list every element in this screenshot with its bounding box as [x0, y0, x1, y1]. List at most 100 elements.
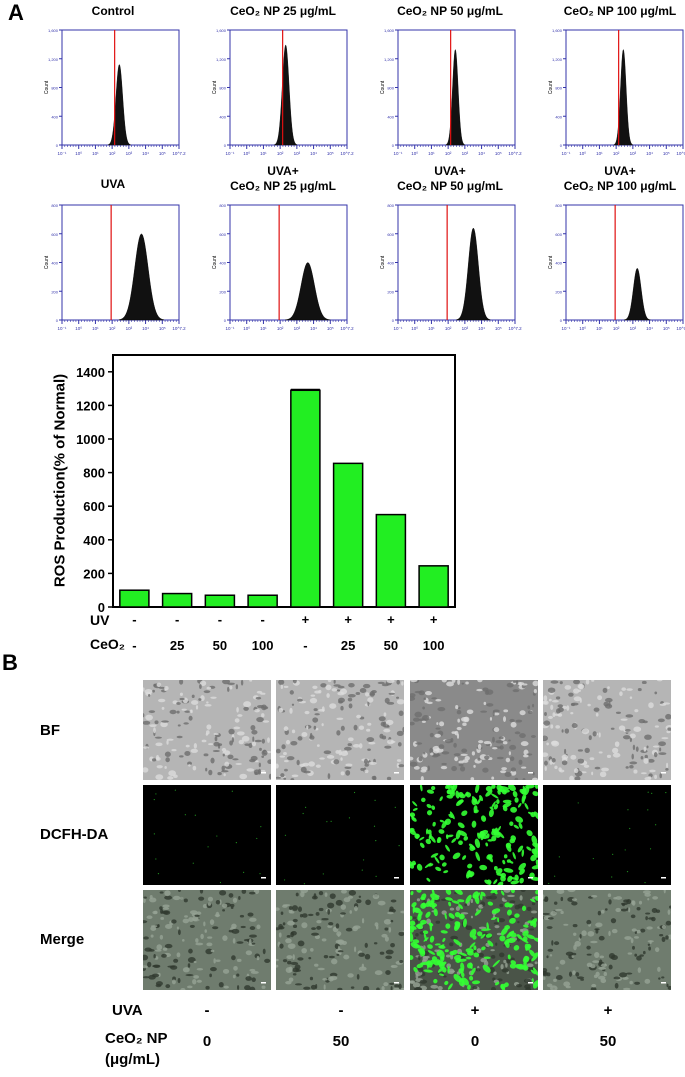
x-tick-label: 10⁴: [646, 326, 653, 331]
y-tick-label: 0: [392, 143, 395, 148]
uv-cond-6: +: [387, 612, 395, 627]
y-tick-label: 0: [560, 318, 563, 323]
uv-cond-4: +: [301, 612, 310, 627]
y-tick-label: 400: [51, 261, 58, 266]
histogram-peak: [118, 233, 165, 321]
y-tick-label: 0: [56, 143, 59, 148]
flow-title-6: UVA+ CeO₂ NP 50 μg/mL: [370, 164, 530, 194]
x-tick-label: 10⁵: [159, 326, 166, 331]
y-tick-label: 200: [555, 289, 562, 294]
x-tick-label: 10⁵: [495, 326, 502, 331]
flow-title-2: CeO₂ NP 50 μg/mL: [370, 4, 530, 19]
y-tick-label: 0: [224, 143, 227, 148]
x-tick-label: 10⁵: [663, 326, 670, 331]
y-tick-label: 800: [219, 203, 226, 208]
y-tick-label: 1,200: [216, 57, 227, 62]
x-tick-label: 10⁻¹: [394, 151, 403, 156]
histogram-peak: [613, 48, 633, 146]
y-tick-label: 1,600: [384, 28, 395, 33]
flow-histogram-2: 1,600 1,200 800 400 0 Count 10⁻¹ 10⁰ 10¹ 10² 10³ 10…: [380, 28, 522, 156]
x-tick-label: 10⁵: [327, 326, 334, 331]
flow-title-line1: CeO₂ NP 50 μg/mL: [397, 4, 503, 18]
ceo2-cond-b-3: 50: [599, 1033, 617, 1050]
x-tick-label: 10⁴: [478, 326, 485, 331]
y-tick-label: 1000: [76, 432, 105, 447]
flow-title-4: UVA: [33, 177, 193, 192]
x-tick-label: 10⁴: [142, 326, 149, 331]
flow-title-line2: CeO₂ NP 50 μg/mL: [397, 179, 503, 193]
flow-title-line1: UVA+: [267, 164, 299, 178]
flow-title-0: Control: [33, 4, 193, 19]
flow-title-line1: CeO₂ NP 100 μg/mL: [563, 4, 677, 18]
y-tick-label: 1,200: [48, 57, 59, 62]
y-tick-label: 800: [555, 86, 562, 91]
y-tick-label: 800: [83, 466, 105, 481]
y-tick-label: 0: [56, 318, 59, 323]
bar-5: [332, 462, 364, 608]
x-tick-label: 10^7.2: [340, 151, 354, 156]
ceo2-cond-0: -: [132, 638, 137, 653]
flow-title-line1: UVA+: [434, 164, 466, 178]
x-tick-label: 10⁴: [142, 151, 149, 156]
x-tick-label: 10²: [109, 151, 116, 156]
x-tick-label: 10⁰: [75, 326, 82, 331]
x-tick-label: 10⁵: [495, 151, 502, 156]
uv-cond-5: +: [344, 612, 352, 627]
ceo2-cond-1: 25: [169, 638, 185, 653]
flow-title-line1: Control: [91, 4, 135, 18]
x-tick-label: 10¹: [428, 151, 435, 156]
ceo2-cond-b-1: 50: [332, 1033, 350, 1050]
uva-cond-1: -: [338, 1002, 344, 1019]
x-tick-label: 10⁰: [243, 151, 250, 156]
flow-title-line1: UVA+: [604, 164, 636, 178]
x-tick-label: 10⁴: [310, 326, 317, 331]
x-tick-label: 10¹: [428, 326, 435, 331]
flow-title-line1: CeO₂ NP 25 μg/mL: [230, 4, 336, 18]
histogram-peak: [445, 48, 465, 146]
y-tick-label: 1,200: [552, 57, 563, 62]
y-tick-label: 0: [392, 318, 395, 323]
y-axis-label: Count: [44, 255, 50, 269]
ceo2-cond-b-0: 0: [202, 1033, 212, 1050]
x-tick-label: 10⁻¹: [562, 326, 571, 331]
x-tick-label: 10²: [613, 326, 620, 331]
x-tick-label: 10³: [294, 326, 301, 331]
flow-histogram-7: 800 600 400 200 0 Count 10⁻¹ 10⁰ 10¹ 10² 10³ 10⁴ 10⁵…: [548, 203, 685, 331]
uv-cond-0: -: [132, 612, 137, 627]
y-tick-label: 400: [555, 261, 562, 266]
histogram-peak: [456, 227, 491, 321]
micrograph-merge-1: [276, 890, 404, 990]
ceo2-cond-4: -: [303, 638, 308, 653]
x-tick-label: 10^7.2: [676, 151, 685, 156]
micrograph-merge-3: [543, 890, 671, 990]
x-tick-label: 10⁰: [75, 151, 82, 156]
x-tick-label: 10³: [630, 326, 637, 331]
y-tick-label: 600: [387, 232, 394, 237]
x-tick-label: 10⁴: [478, 151, 485, 156]
y-tick-label: 200: [51, 289, 58, 294]
y-tick-label: 1,600: [552, 28, 563, 33]
uv-cond-7: +: [429, 612, 438, 627]
x-tick-label: 10³: [630, 151, 637, 156]
micrograph-dcfh-3: [543, 785, 671, 885]
ceo2-cond-6: 50: [383, 638, 399, 653]
flow-histogram-5: 800 600 400 200 0 Count 10⁻¹ 10⁰ 10¹ 10² 10³ 10⁴ 10⁵…: [212, 203, 354, 331]
plot-frame: [61, 204, 180, 321]
micrograph-bf-3: [543, 680, 671, 780]
y-tick-label: 1,600: [48, 28, 59, 33]
x-tick-label: 10¹: [260, 151, 267, 156]
x-tick-label: 10⁻¹: [394, 326, 403, 331]
y-tick-label: 1,600: [216, 28, 227, 33]
x-tick-label: 10¹: [596, 151, 603, 156]
panel-b-label: B: [2, 650, 18, 675]
x-tick-label: 10¹: [260, 326, 267, 331]
x-tick-label: 10⁻¹: [226, 151, 235, 156]
y-tick-label: 1200: [76, 398, 105, 413]
y-tick-label: 800: [219, 86, 226, 91]
ceo2-cond-2: 50: [212, 638, 228, 653]
x-tick-label: 10¹: [596, 326, 603, 331]
y-tick-label: 200: [387, 289, 394, 294]
y-tick-label: 0: [98, 600, 105, 615]
plot-frame: [565, 204, 684, 321]
uv-row-label: UV: [90, 612, 110, 628]
